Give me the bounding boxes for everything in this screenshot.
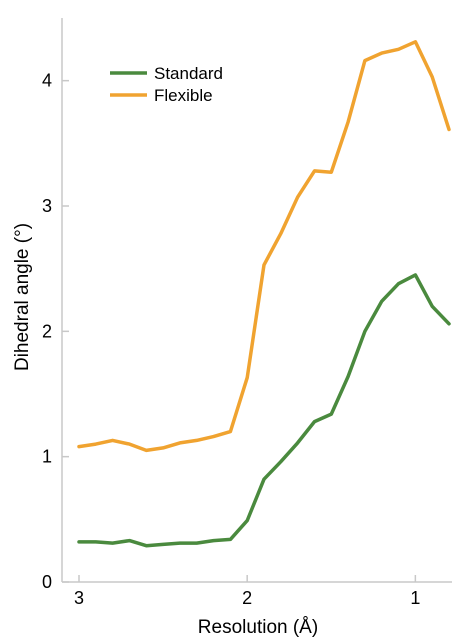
- y-tick-label: 1: [42, 447, 52, 467]
- y-axis-title: Dihedral angle (°): [12, 223, 33, 371]
- y-tick-label: 4: [42, 71, 52, 91]
- series-line-flexible: [77, 40, 451, 453]
- y-tick-label: 2: [42, 321, 52, 341]
- legend-label-flexible: Flexible: [154, 86, 213, 105]
- x-tick-label: 1: [410, 588, 420, 608]
- y-tick-label: 3: [42, 196, 52, 216]
- x-tick-label: 2: [242, 588, 252, 608]
- x-axis-title: Resolution (Å): [198, 617, 318, 638]
- series-line-standard: [77, 273, 451, 548]
- ticks: 0 1 2 3 4 3 2 1: [42, 71, 420, 608]
- x-tick-label: 3: [74, 588, 84, 608]
- axes: [61, 18, 452, 583]
- legend-label-standard: Standard: [154, 64, 223, 83]
- series-lines: [77, 40, 451, 548]
- y-tick-label: 0: [42, 572, 52, 592]
- legend: Standard Flexible: [110, 64, 223, 105]
